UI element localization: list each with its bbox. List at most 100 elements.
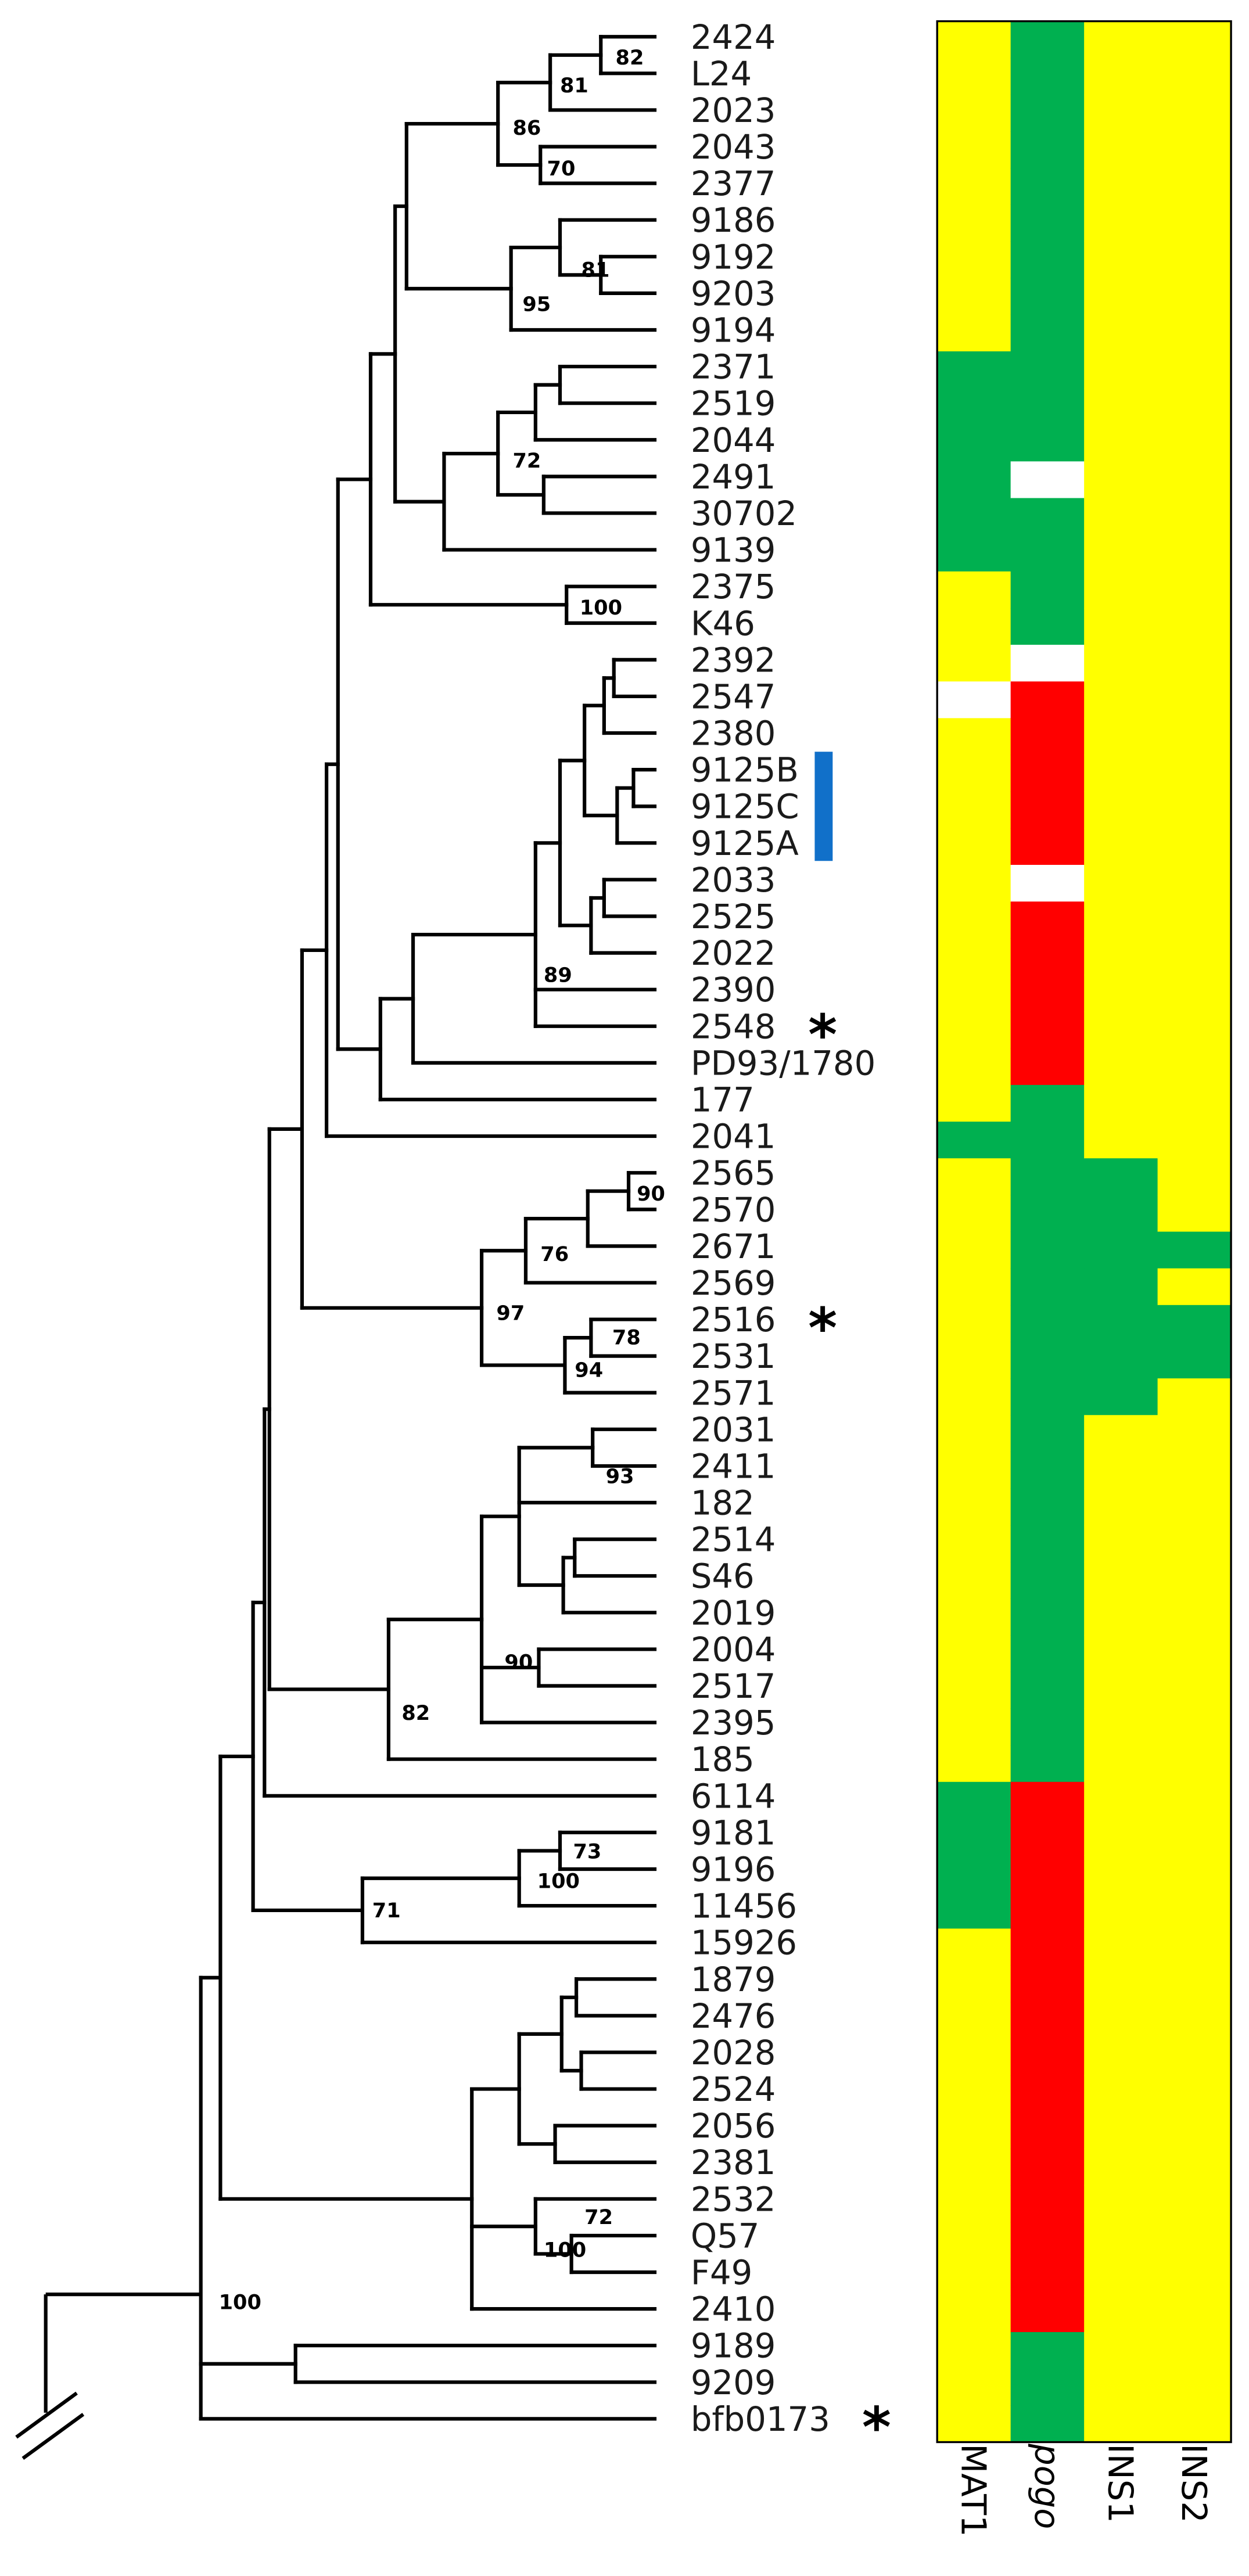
- matrix-cell: [1084, 1195, 1158, 1233]
- taxon-label: 2371: [691, 348, 776, 387]
- matrix-cell: [1084, 2038, 1158, 2076]
- matrix-cell: [1010, 131, 1085, 168]
- matrix-cell: [1084, 1781, 1158, 1819]
- matrix-cell: [1084, 388, 1158, 425]
- bootstrap-value: 82: [616, 46, 644, 70]
- matrix-cell: [937, 2002, 1011, 2039]
- taxon-label: 9209: [691, 2363, 776, 2402]
- matrix-cell: [1084, 1341, 1158, 1379]
- matrix-cell: [1157, 1598, 1232, 1636]
- matrix-cell: [1084, 1708, 1158, 1746]
- matrix-cell: [1010, 645, 1085, 682]
- matrix-cell: [1010, 1268, 1085, 1306]
- matrix-cell: [1084, 755, 1158, 792]
- taxon-label: 6114: [691, 1777, 776, 1816]
- matrix-cell: [1010, 278, 1085, 315]
- matrix-cell: [1157, 204, 1232, 242]
- matrix-cell: [1010, 1195, 1085, 1233]
- taxon-label: 9203: [691, 274, 776, 313]
- bootstrap-value: 100: [537, 1869, 580, 1893]
- matrix-cell: [1157, 1378, 1232, 1415]
- matrix-cell: [1084, 425, 1158, 462]
- matrix-cell: [937, 461, 1011, 499]
- matrix-cell: [1157, 2149, 1232, 2186]
- matrix-cell: [1084, 534, 1158, 572]
- matrix-cell: [937, 865, 1011, 902]
- matrix-cell: [1157, 1525, 1232, 1562]
- matrix-cell: [1157, 938, 1232, 976]
- matrix-cell: [1010, 571, 1085, 609]
- matrix-cell: [1157, 2295, 1232, 2333]
- matrix-cell: [937, 755, 1011, 792]
- bootstrap-value: 90: [504, 1651, 533, 1675]
- matrix-cell: [937, 608, 1011, 645]
- matrix-cell: [1010, 1928, 1085, 1966]
- taxon-label: S46: [691, 1557, 755, 1596]
- matrix-cell: [1157, 2185, 1232, 2223]
- matrix-cell: [1157, 2405, 1232, 2443]
- matrix-cell: [1157, 1084, 1232, 1122]
- taxon-label: 177: [691, 1081, 755, 1120]
- matrix-cell: [1084, 2332, 1158, 2369]
- matrix-cell: [1010, 1965, 1085, 2003]
- matrix-cell: [1010, 241, 1085, 279]
- matrix-cell: [1010, 21, 1085, 59]
- matrix-cell: [937, 718, 1011, 756]
- matrix-cell: [1157, 791, 1232, 829]
- taxon-label: 2548: [691, 1007, 776, 1046]
- matrix-cell: [1084, 865, 1158, 902]
- matrix-cell: [1010, 2038, 1085, 2076]
- matrix-cell: [937, 1892, 1011, 1929]
- taxon-label: 2390: [691, 971, 776, 1009]
- taxon-label: 2004: [691, 1630, 776, 1669]
- matrix-cell: [1010, 2075, 1085, 2112]
- matrix-cell: [1084, 1928, 1158, 1966]
- matrix-cell: [937, 1048, 1011, 1086]
- taxon-label: 9181: [691, 1813, 776, 1852]
- matrix-cell: [1157, 351, 1232, 389]
- matrix-cell: [937, 58, 1011, 95]
- matrix-cell: [1084, 94, 1158, 132]
- matrix-cell: [1084, 2112, 1158, 2149]
- character-matrix: [936, 20, 1232, 2444]
- matrix-cell: [1157, 1635, 1232, 1672]
- matrix-cell: [1010, 1672, 1085, 1709]
- matrix-cell: [937, 1928, 1011, 1966]
- matrix-cell: [1157, 278, 1232, 315]
- bootstrap-value: 89: [544, 963, 572, 987]
- matrix-cell: [937, 1965, 1011, 2003]
- taxon-label: F49: [691, 2254, 752, 2293]
- matrix-cell: [1157, 645, 1232, 682]
- matrix-cell: [937, 94, 1011, 132]
- matrix-cell: [937, 21, 1011, 59]
- taxon-label: 9186: [691, 201, 776, 240]
- bootstrap-value: 81: [582, 258, 610, 282]
- taxon-label: Q57: [691, 2216, 760, 2255]
- matrix-cell: [937, 498, 1011, 536]
- matrix-cell: [1157, 1855, 1232, 1892]
- column-label: INS2: [1174, 2444, 1214, 2523]
- matrix-cell: [1157, 1452, 1232, 1489]
- taxon-label: 15926: [691, 1924, 797, 1963]
- matrix-cell: [1010, 425, 1085, 462]
- taxon-label: 2395: [691, 1704, 776, 1743]
- asterisk-marker: *: [808, 1003, 837, 1068]
- matrix-cell: [1157, 1195, 1232, 1233]
- matrix-cell: [937, 1158, 1011, 1195]
- matrix-cell: [1010, 1452, 1085, 1489]
- matrix-cell: [1157, 681, 1232, 719]
- matrix-cell: [1084, 2222, 1158, 2259]
- matrix-cell: [1010, 1378, 1085, 1415]
- matrix-cell: [1084, 498, 1158, 536]
- matrix-cell: [1084, 1378, 1158, 1415]
- matrix-cell: [1157, 828, 1232, 865]
- matrix-cell: [1157, 1928, 1232, 1966]
- taxon-label: 2375: [691, 567, 776, 606]
- bootstrap-value: 95: [522, 292, 551, 316]
- matrix-cell: [937, 1084, 1011, 1122]
- matrix-cell: [1010, 1708, 1085, 1746]
- bootstrap-value: 90: [637, 1182, 665, 1206]
- matrix-cell: [1084, 1525, 1158, 1562]
- matrix-cell: [1157, 718, 1232, 756]
